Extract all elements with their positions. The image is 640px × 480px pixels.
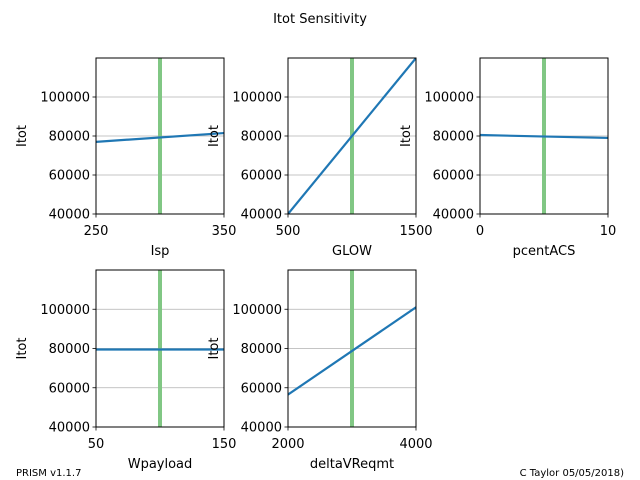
subplot-4: 40000 60000 80000 100000 50 150 Wpayload Itot [15, 269, 237, 472]
y-tick-label: 40000 [433, 208, 474, 223]
y-tick-label: 40000 [241, 421, 282, 436]
y-tick-label: 80000 [433, 130, 474, 145]
y-tick-label: 60000 [241, 169, 282, 184]
y-tick-label: 40000 [49, 421, 90, 436]
x-tick-label: 250 [84, 224, 109, 239]
data-line [288, 306, 416, 396]
footer-version: PRISM v1.1.7 [16, 468, 81, 479]
data-line [480, 133, 608, 140]
y-tick-label: 40000 [241, 208, 282, 223]
y-tick-label: 60000 [49, 169, 90, 184]
figure-title: Itot Sensitivity [273, 12, 367, 27]
x-axis-label: pcentACS [513, 244, 576, 259]
y-tick-label: 80000 [49, 342, 90, 357]
data-line [96, 131, 224, 143]
y-axis-label: Itot [207, 125, 222, 147]
x-tick-label: 350 [212, 224, 237, 239]
y-tick-label: 100000 [232, 303, 282, 318]
data-line [288, 58, 416, 214]
x-tick-label: 0 [476, 224, 484, 239]
x-axis-label: Wpayload [128, 457, 193, 472]
y-tick-label: 80000 [49, 130, 90, 145]
x-axis-label: deltaVReqmt [310, 457, 394, 472]
y-axis-label: Itot [15, 125, 30, 147]
y-tick-label: 80000 [241, 130, 282, 145]
y-tick-label: 40000 [49, 208, 90, 223]
y-axis-label: Itot [15, 338, 30, 360]
x-tick-label: 500 [276, 224, 301, 239]
y-tick-label: 100000 [424, 91, 474, 106]
y-tick-label: 100000 [232, 91, 282, 106]
y-tick-label: 80000 [241, 342, 282, 357]
subplot-5: 40000 60000 80000 100000 2000 4000 deltaVReqmt… [207, 269, 433, 472]
y-axis-label: Itot [207, 338, 222, 360]
x-tick-label: 150 [212, 437, 237, 452]
x-tick-label: 2000 [271, 437, 304, 452]
subplot-2: 40000 60000 80000 100000 500 1500 GLOW Itot [207, 57, 433, 259]
subplot-3: 40000 60000 80000 100000 0 10 pcentACS Itot [399, 57, 617, 259]
y-tick-label: 100000 [40, 91, 90, 106]
y-tick-label: 100000 [40, 303, 90, 318]
y-axis-label: Itot [399, 125, 414, 147]
x-axis-label: GLOW [332, 244, 372, 259]
x-axis-label: Isp [151, 244, 170, 259]
footer-author: C Taylor 05/05/2018) [520, 468, 624, 479]
y-tick-label: 60000 [433, 169, 474, 184]
x-tick-label: 10 [600, 224, 617, 239]
x-tick-label: 50 [88, 437, 105, 452]
y-tick-label: 60000 [49, 381, 90, 396]
x-tick-label: 4000 [399, 437, 432, 452]
x-tick-label: 1500 [399, 224, 432, 239]
y-tick-label: 60000 [241, 381, 282, 396]
subplot-1: 40000 60000 80000 100000 250 350 Isp Itot [15, 57, 237, 259]
